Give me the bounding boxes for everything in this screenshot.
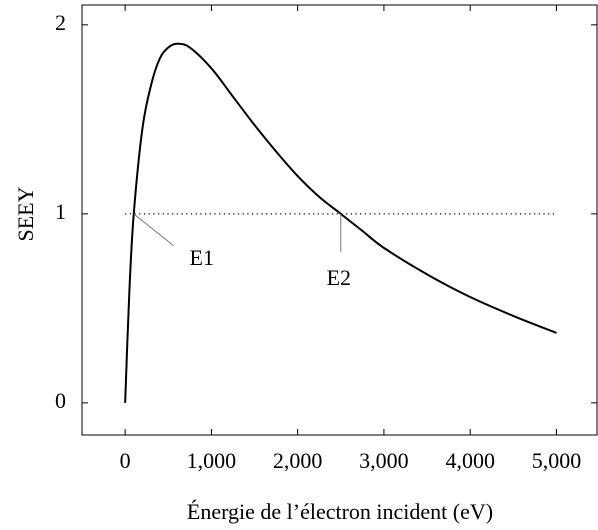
- x-tick-label: 4,000: [445, 448, 495, 473]
- y-tick-label: 1: [55, 199, 66, 224]
- x-tick-label: 1,000: [187, 448, 237, 473]
- x-tick-label: 2,000: [273, 448, 323, 473]
- x-tick-label: 3,000: [359, 448, 409, 473]
- curve: [124, 42, 557, 403]
- x-tick-label: 5,000: [532, 448, 582, 473]
- y-axis-label: SEEY: [13, 186, 38, 241]
- plot-frame: [81, 4, 598, 436]
- y-tick-label: 0: [55, 388, 66, 413]
- x-axis-label: Énergie de l’électron incident (eV): [187, 499, 493, 524]
- x-tick-label: 0: [120, 448, 131, 473]
- annotation-label: E1: [190, 245, 214, 270]
- annotation-label: E2: [327, 265, 351, 290]
- y-tick-label: 2: [55, 10, 66, 35]
- annotation-leader: [133, 213, 175, 247]
